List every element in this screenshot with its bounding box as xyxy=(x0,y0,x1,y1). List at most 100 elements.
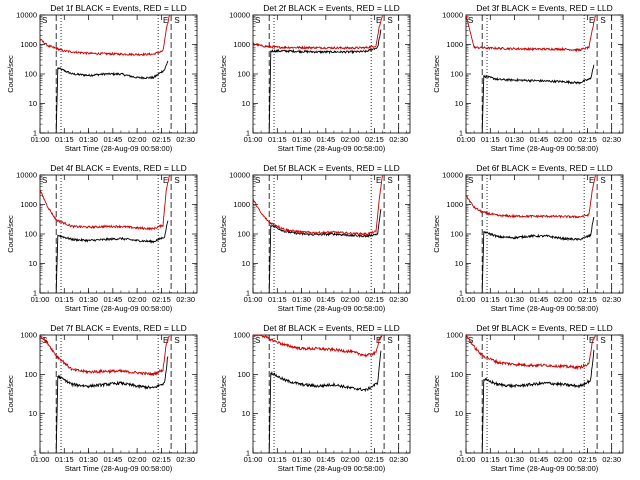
y-tick-label: 10 xyxy=(29,99,37,108)
y-tick-label: 1000 xyxy=(20,331,37,340)
x-tick-label: 01:45 xyxy=(103,455,122,464)
lld-series-line xyxy=(39,334,170,376)
x-tick-label: 01:45 xyxy=(316,135,335,144)
x-axis-label: Start Time (28-Aug-09 00:58:00) xyxy=(278,304,386,313)
events-series-line xyxy=(481,216,595,294)
chart-title: Det 3f BLACK = Events, RED = LLD xyxy=(476,3,613,13)
x-tick-label: 02:15 xyxy=(152,455,171,464)
y-tick-label: 1 xyxy=(246,289,250,298)
x-tick-label: 02:15 xyxy=(365,135,384,144)
x-tick-label: 02:30 xyxy=(602,295,621,304)
x-tick-label: 02:30 xyxy=(602,455,621,464)
chart-title: Det 9f BLACK = Events, RED = LLD xyxy=(476,323,613,333)
end-marker-label: E xyxy=(376,176,381,185)
chart-panel-8: Det 8f BLACK = Events, RED = LLD 01:00 01:… xyxy=(219,323,411,473)
chart-title: Det 7f BLACK = Events, RED = LLD xyxy=(50,323,187,333)
y-axis-label: Counts/sec xyxy=(432,375,441,413)
y-tick-label: 10000 xyxy=(229,171,250,180)
x-tick-label: 01:30 xyxy=(79,135,98,144)
lld-series-line xyxy=(39,175,170,231)
x-tick-label: 02:30 xyxy=(176,135,195,144)
y-axis-label: Counts/sec xyxy=(432,215,441,253)
x-tick-label: 01:00 xyxy=(244,135,263,144)
y-tick-label: 1000 xyxy=(20,40,37,49)
x-tick-label: 01:15 xyxy=(268,135,287,144)
start-marker-label: S xyxy=(42,176,47,185)
second-start-marker-label: S xyxy=(387,16,392,25)
y-tick-label: 100 xyxy=(24,370,37,379)
x-tick-label: 02:00 xyxy=(128,135,147,144)
second-start-marker-label: S xyxy=(600,176,605,185)
x-tick-label: 02:30 xyxy=(602,135,621,144)
end-marker-label: E xyxy=(589,16,594,25)
x-tick-label: 01:45 xyxy=(316,295,335,304)
y-tick-label: 100 xyxy=(450,70,463,79)
y-axis-label: Counts/sec xyxy=(6,55,15,93)
x-tick-label: 02:30 xyxy=(389,455,408,464)
y-axis-label: Counts/sec xyxy=(219,375,228,413)
start-marker-label: S xyxy=(468,336,473,345)
y-tick-label: 1000 xyxy=(233,331,250,340)
y-tick-label: 10000 xyxy=(229,11,250,20)
x-tick-label: 01:30 xyxy=(292,135,311,144)
y-tick-label: 100 xyxy=(450,230,463,239)
x-axis-label: Start Time (28-Aug-09 00:58:00) xyxy=(278,144,386,153)
x-tick-label: 01:45 xyxy=(103,295,122,304)
y-tick-label: 10000 xyxy=(442,171,463,180)
x-tick-label: 01:15 xyxy=(268,455,287,464)
y-tick-label: 10 xyxy=(455,99,463,108)
x-tick-label: 02:00 xyxy=(341,295,360,304)
x-tick-label: 01:30 xyxy=(505,455,524,464)
y-tick-label: 10 xyxy=(455,259,463,268)
x-tick-label: 01:45 xyxy=(529,455,548,464)
x-tick-label: 01:00 xyxy=(31,455,50,464)
x-tick-label: 01:00 xyxy=(457,295,476,304)
x-tick-label: 02:00 xyxy=(128,455,147,464)
x-axis-label: Start Time (28-Aug-09 00:58:00) xyxy=(491,304,599,313)
x-tick-label: 02:15 xyxy=(365,455,384,464)
x-tick-label: 02:30 xyxy=(176,295,195,304)
end-marker-label: E xyxy=(376,16,381,25)
x-tick-label: 02:15 xyxy=(152,295,171,304)
y-tick-label: 10000 xyxy=(442,11,463,20)
start-marker-label: S xyxy=(255,16,260,25)
x-tick-label: 01:30 xyxy=(292,455,311,464)
lld-series-line xyxy=(252,14,383,50)
end-marker-label: E xyxy=(163,176,168,185)
y-tick-label: 10 xyxy=(455,409,463,418)
x-tick-label: 01:15 xyxy=(55,455,74,464)
y-tick-label: 100 xyxy=(237,70,250,79)
y-tick-label: 1 xyxy=(459,289,463,298)
y-tick-label: 1000 xyxy=(233,200,250,209)
chart-title: Det 1f BLACK = Events, RED = LLD xyxy=(50,3,187,13)
start-marker-label: S xyxy=(468,176,473,185)
x-tick-label: 01:00 xyxy=(31,295,50,304)
x-tick-label: 01:00 xyxy=(244,295,263,304)
plot-frame xyxy=(252,334,411,454)
x-tick-label: 01:15 xyxy=(268,295,287,304)
y-tick-label: 10 xyxy=(242,259,250,268)
chart-panel-2: Det 2f BLACK = Events, RED = LLD 01:00 01:… xyxy=(219,3,411,153)
y-tick-label: 100 xyxy=(237,230,250,239)
x-axis-label: Start Time (28-Aug-09 00:58:00) xyxy=(65,304,173,313)
x-tick-label: 02:00 xyxy=(554,455,573,464)
plot-frame xyxy=(39,334,198,454)
x-tick-label: 02:00 xyxy=(554,135,573,144)
x-tick-label: 01:15 xyxy=(55,295,74,304)
x-axis-label: Start Time (28-Aug-09 00:58:00) xyxy=(491,144,599,153)
x-tick-label: 01:00 xyxy=(457,455,476,464)
y-axis-label: Counts/sec xyxy=(6,375,15,413)
second-start-marker-label: S xyxy=(600,16,605,25)
x-tick-label: 01:45 xyxy=(316,455,335,464)
second-start-marker-label: S xyxy=(174,336,179,345)
chart-panel-5: Det 5f BLACK = Events, RED = LLD 01:00 01:… xyxy=(219,163,411,313)
x-tick-label: 01:00 xyxy=(457,135,476,144)
lld-series-line xyxy=(465,174,596,219)
y-tick-label: 10 xyxy=(242,99,250,108)
second-start-marker-label: S xyxy=(174,176,179,185)
x-tick-label: 02:00 xyxy=(128,295,147,304)
start-marker-label: S xyxy=(468,16,473,25)
x-tick-label: 01:15 xyxy=(481,135,500,144)
lld-series-line xyxy=(252,174,383,237)
start-marker-label: S xyxy=(42,16,47,25)
